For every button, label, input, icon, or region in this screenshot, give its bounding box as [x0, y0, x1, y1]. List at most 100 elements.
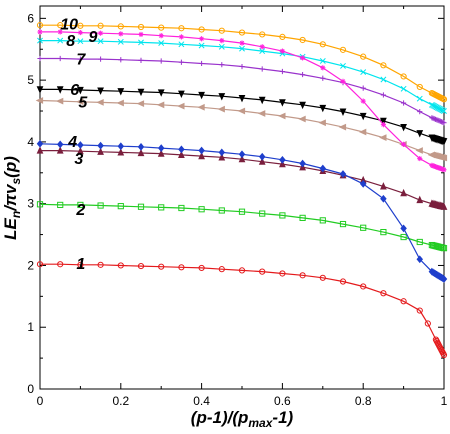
data-point — [158, 33, 164, 39]
data-point — [219, 62, 225, 68]
series-line-10 — [40, 24, 445, 100]
data-point — [77, 146, 84, 155]
data-point — [360, 85, 366, 91]
data-point — [77, 261, 84, 268]
data-point — [258, 152, 266, 161]
series-10 — [36, 22, 448, 103]
data-point — [117, 203, 124, 210]
data-point — [439, 202, 447, 210]
data-point — [77, 56, 83, 62]
data-point — [36, 22, 44, 29]
data-point — [97, 141, 104, 150]
data-point — [300, 55, 306, 61]
y-tick-label: 1 — [27, 320, 34, 334]
data-point — [36, 86, 44, 94]
data-point — [259, 44, 265, 50]
data-point — [440, 166, 446, 172]
data-point — [197, 103, 205, 111]
data-point — [400, 188, 407, 197]
data-point — [218, 266, 225, 273]
data-point — [118, 57, 124, 63]
data-point — [77, 86, 84, 95]
data-point — [319, 217, 326, 224]
data-point — [360, 224, 367, 231]
data-point — [238, 267, 246, 274]
data-point — [98, 30, 104, 36]
data-point — [137, 142, 145, 151]
series-4 — [36, 139, 448, 283]
data-point — [138, 57, 144, 63]
data-point — [137, 23, 145, 31]
data-point — [178, 41, 185, 48]
series-number-label: 2 — [75, 202, 85, 219]
data-point — [424, 320, 431, 327]
data-point — [359, 180, 367, 188]
data-point — [279, 48, 285, 54]
series-1 — [36, 261, 448, 359]
data-point — [118, 31, 124, 37]
data-point — [77, 141, 84, 149]
data-point — [340, 62, 346, 69]
data-point — [416, 255, 424, 264]
data-point — [318, 119, 326, 127]
y-axis-label: LEn/πvs(p) — [1, 156, 23, 240]
series-6 — [36, 86, 448, 146]
x-tick-label: 0.6 — [274, 394, 291, 408]
y-tick-label: 4 — [27, 135, 34, 149]
series-number-label: 4 — [67, 134, 77, 151]
data-point — [440, 119, 446, 125]
data-point — [339, 108, 347, 116]
data-point — [56, 146, 64, 154]
data-point — [278, 112, 286, 120]
data-point — [380, 290, 387, 297]
data-point — [57, 37, 64, 44]
data-point — [299, 159, 306, 168]
data-point — [36, 201, 44, 208]
data-point — [360, 69, 367, 76]
data-point — [239, 40, 245, 46]
data-point — [158, 40, 165, 47]
data-point — [279, 159, 286, 168]
series-layer — [35, 22, 448, 359]
series-2 — [36, 201, 448, 252]
data-point — [219, 37, 225, 44]
data-point — [238, 208, 246, 215]
data-point — [218, 207, 225, 214]
data-point — [117, 88, 125, 96]
series-number-label: 9 — [88, 29, 97, 46]
y-tick-label: 3 — [27, 197, 34, 211]
data-point — [299, 214, 306, 221]
series-line-1 — [40, 263, 445, 356]
series-9 — [37, 29, 447, 173]
series-number-label: 3 — [74, 151, 83, 168]
data-point — [199, 60, 205, 67]
data-point — [178, 145, 185, 154]
data-point — [415, 147, 423, 154]
data-point — [237, 107, 246, 115]
data-point — [239, 63, 245, 70]
data-point — [339, 46, 347, 53]
data-point — [400, 298, 407, 305]
data-point — [96, 98, 104, 106]
series-number-label: 8 — [66, 33, 75, 50]
y-tick-label: 5 — [27, 73, 34, 87]
data-point — [218, 27, 225, 34]
data-point — [198, 146, 205, 155]
y-tick-label: 6 — [27, 11, 34, 25]
data-point — [137, 262, 145, 270]
data-point — [416, 238, 423, 246]
x-tick-label: 0.4 — [193, 394, 210, 408]
series-line-2 — [39, 203, 445, 249]
data-point — [218, 153, 226, 161]
data-point — [97, 147, 104, 155]
data-point — [319, 164, 327, 173]
series-number-label: 5 — [78, 94, 88, 111]
data-point — [257, 110, 266, 117]
data-point — [259, 48, 266, 55]
data-point — [380, 122, 386, 128]
data-point — [137, 88, 145, 97]
data-point — [319, 104, 327, 113]
series-8 — [37, 37, 447, 114]
data-point — [138, 39, 144, 46]
